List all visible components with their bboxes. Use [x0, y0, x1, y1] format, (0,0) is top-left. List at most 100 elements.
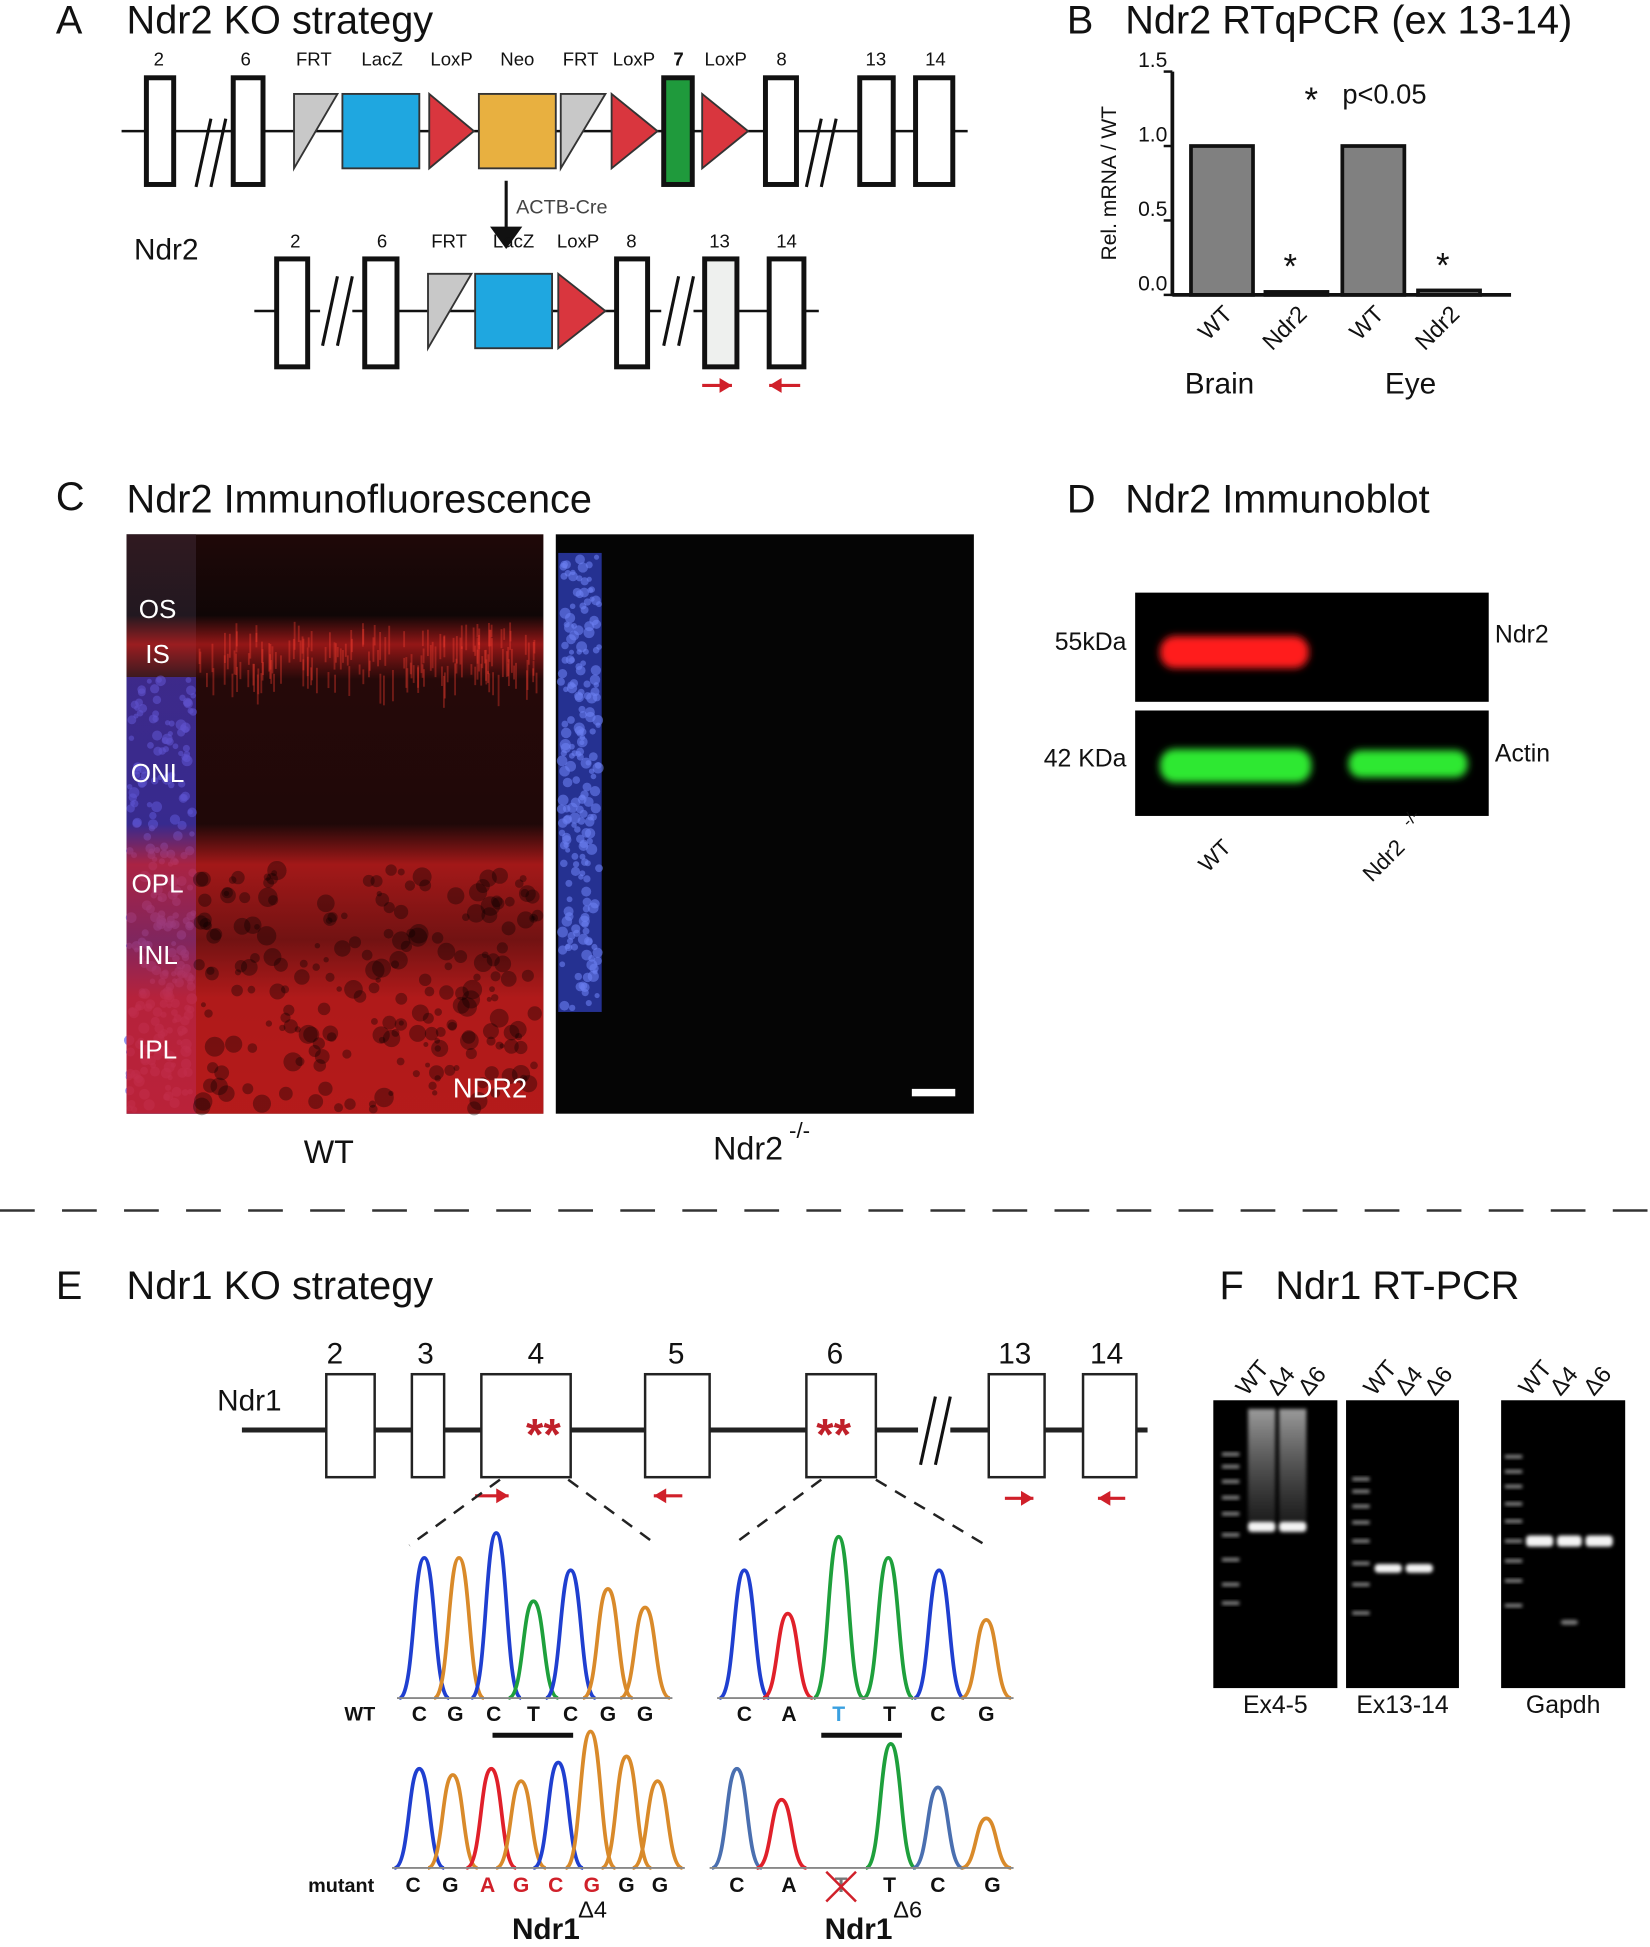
gel-label: Ex13-14	[1356, 1692, 1449, 1719]
primer-arrow-head	[1021, 1490, 1034, 1506]
x-tick-label: Ndr2	[1257, 301, 1312, 356]
texture	[481, 951, 489, 959]
nucleus	[559, 961, 566, 968]
panel-label: A	[56, 0, 83, 43]
texture	[531, 909, 544, 922]
ladder-band	[1504, 1539, 1523, 1543]
zoom-line	[875, 1478, 987, 1547]
nucleus	[567, 931, 576, 940]
fiber	[434, 646, 437, 678]
fiber	[249, 633, 252, 659]
nucleus	[557, 794, 569, 806]
exon	[480, 1372, 572, 1479]
nucleus	[561, 641, 569, 650]
fiber	[525, 670, 528, 700]
texture	[323, 957, 329, 963]
texture	[200, 1002, 206, 1008]
nucleus	[580, 577, 589, 586]
allele-label: Ndr1	[825, 1913, 893, 1946]
ladder-band	[1221, 1464, 1240, 1469]
fiber	[533, 639, 536, 654]
gel	[1346, 1400, 1459, 1689]
nucleus	[583, 875, 591, 883]
texture	[527, 1006, 542, 1021]
fiber	[501, 648, 504, 678]
fiber	[507, 663, 510, 677]
texture	[266, 872, 278, 885]
fiber	[487, 654, 490, 675]
texture	[258, 887, 278, 907]
texture	[434, 1045, 442, 1052]
element-label: 13	[866, 48, 887, 69]
fiber	[212, 668, 215, 696]
panel-title: Ndr2 KO strategy	[127, 0, 434, 43]
texture	[231, 870, 245, 885]
texture	[489, 986, 495, 993]
texture	[424, 1026, 439, 1041]
exon-label: 3	[417, 1337, 434, 1370]
base-call: G	[584, 1874, 600, 1897]
ladder-band	[1221, 1601, 1240, 1605]
fiber	[421, 630, 424, 647]
fiber	[492, 672, 495, 696]
texture	[428, 1081, 437, 1090]
texture	[372, 958, 392, 978]
fiber	[235, 631, 238, 647]
fiber	[488, 622, 490, 647]
texture	[423, 1041, 429, 1047]
significance-marker: *	[1436, 247, 1450, 285]
pcr-band	[1248, 1521, 1276, 1532]
fiber	[384, 637, 387, 666]
fiber	[472, 627, 475, 652]
layer-label: IS	[145, 639, 170, 669]
fiber	[255, 632, 258, 648]
fiber	[474, 645, 477, 656]
fiber	[489, 629, 492, 647]
texture	[514, 1040, 528, 1055]
texture	[462, 979, 483, 1000]
texture	[435, 1027, 446, 1038]
nucleus	[572, 861, 580, 868]
ladder-band	[1352, 1477, 1370, 1481]
break-mark	[819, 118, 838, 188]
texture	[525, 889, 540, 904]
texture	[228, 876, 237, 884]
fiber	[372, 637, 375, 662]
nucleus	[572, 776, 581, 784]
texture	[317, 894, 335, 913]
ladder-band	[1352, 1582, 1370, 1587]
fiber	[412, 665, 415, 683]
nucleus	[595, 722, 601, 728]
fiber	[269, 654, 272, 679]
texture	[504, 896, 515, 907]
y-tick-label: 0.5	[1138, 198, 1167, 221]
gel-label: Gapdh	[1526, 1692, 1600, 1719]
texture	[312, 1037, 325, 1050]
texture	[385, 864, 397, 876]
chromatogram-peak	[544, 1568, 597, 1700]
texture	[519, 875, 527, 883]
fiber	[478, 628, 481, 650]
neo-cassette	[477, 92, 557, 170]
nucleus	[583, 627, 595, 639]
texture	[453, 1064, 460, 1071]
nucleus	[586, 838, 593, 845]
texture	[322, 1025, 339, 1042]
fiber	[315, 667, 318, 694]
texture	[370, 1018, 378, 1025]
fiber	[297, 625, 300, 643]
band-actin	[1348, 750, 1468, 778]
element-label: 8	[626, 231, 636, 252]
nucleus	[590, 803, 601, 814]
nucleus	[583, 680, 591, 688]
band-ndr2	[1159, 636, 1309, 669]
texture	[334, 940, 351, 957]
group-label: Brain	[1185, 367, 1255, 400]
texture	[424, 986, 435, 997]
nucleus	[571, 924, 581, 934]
nucleus	[577, 817, 586, 825]
fiber	[235, 623, 238, 653]
nucleus	[572, 587, 582, 597]
panel-label: B	[1067, 0, 1093, 43]
